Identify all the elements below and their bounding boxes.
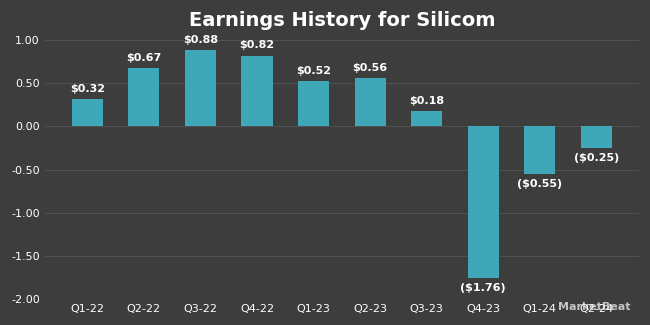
Bar <box>185 50 216 126</box>
Text: ($0.25): ($0.25) <box>574 153 619 163</box>
Bar <box>524 126 555 174</box>
Text: $0.82: $0.82 <box>239 40 274 50</box>
Text: $0.52: $0.52 <box>296 66 331 76</box>
Title: Earnings History for Silicom: Earnings History for Silicom <box>188 11 495 30</box>
Text: MarketBeat: MarketBeat <box>558 302 630 312</box>
Text: ($1.76): ($1.76) <box>460 283 506 293</box>
Bar <box>298 82 329 126</box>
Text: $0.32: $0.32 <box>70 84 105 94</box>
Text: ($0.55): ($0.55) <box>517 179 562 189</box>
Bar <box>411 111 442 126</box>
Bar <box>241 56 272 126</box>
Bar <box>467 126 499 278</box>
Bar <box>354 78 385 126</box>
Bar <box>580 126 612 148</box>
Text: $0.56: $0.56 <box>352 63 387 73</box>
Bar <box>128 69 159 126</box>
Text: $0.88: $0.88 <box>183 35 218 45</box>
Bar <box>72 99 103 126</box>
Text: $0.18: $0.18 <box>409 96 444 106</box>
Text: $0.67: $0.67 <box>126 53 161 63</box>
